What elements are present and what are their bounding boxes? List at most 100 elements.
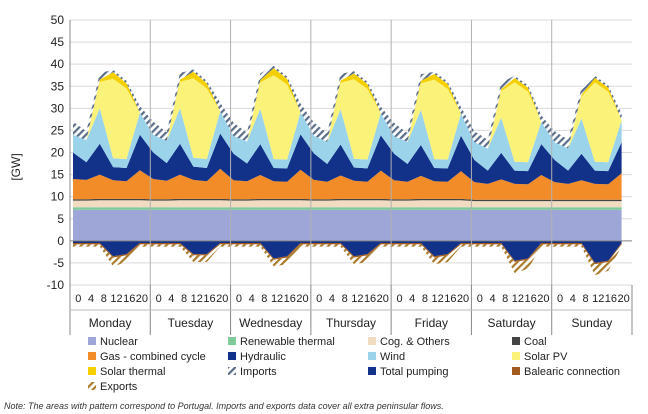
x-day-label: Thursday (326, 316, 376, 330)
legend-label-coal: Coal (524, 336, 547, 348)
area-renewable-thermal (73, 207, 622, 210)
x-hour-tick-label: 20 (537, 293, 549, 305)
stacked-areas (73, 65, 622, 276)
x-hour-tick-label: 12 (432, 293, 444, 305)
y-tick-label: 35 (51, 79, 65, 93)
x-hour-tick-label: 8 (582, 293, 588, 305)
area-solar-pv (73, 75, 622, 163)
legend-label-exports: Exports (100, 381, 138, 393)
legend-label-solar-thermal: Solar thermal (100, 366, 165, 378)
legend-label-nuclear: Nuclear (100, 336, 138, 348)
area-exports (73, 244, 622, 276)
area-gas-combined-cycle (73, 168, 622, 200)
x-hour-tick-label: 12 (351, 293, 363, 305)
x-hour-tick-label: 0 (75, 293, 81, 305)
y-tick-label: 20 (51, 146, 65, 160)
x-hour-tick-label: 4 (88, 293, 94, 305)
y-tick-label: -5 (53, 256, 64, 270)
x-day-label: Friday (415, 316, 448, 330)
x-hour-tick-label: 16 (605, 293, 617, 305)
x-hour-tick-label: 4 (329, 293, 335, 305)
x-hour-tick-label: 8 (101, 293, 107, 305)
x-hour-tick-label: 4 (168, 293, 174, 305)
legend-swatch-gas-combined-cycle (88, 352, 96, 360)
legend-swatch-hydraulic (228, 352, 236, 360)
x-hour-tick-label: 0 (396, 293, 402, 305)
x-hour-tick-label: 20 (377, 293, 389, 305)
y-tick-label: 15 (51, 168, 65, 182)
x-hour-tick-label: 12 (271, 293, 283, 305)
legend-swatch-imports (228, 367, 236, 375)
x-hour-tick-label: 12 (512, 293, 524, 305)
x-hour-tick-label: 20 (457, 293, 469, 305)
x-day-label: Tuesday (168, 316, 214, 330)
legend-label-cog-others: Cog. & Others (380, 336, 450, 348)
x-hour-tick-label: 16 (525, 293, 537, 305)
x-hour-tick-label: 0 (557, 293, 563, 305)
x-day-label: Sunday (572, 316, 613, 330)
x-hour-tick-label: 20 (136, 293, 148, 305)
area-total-pumping (73, 240, 622, 263)
x-hour-tick-label: 12 (592, 293, 604, 305)
legend-label-hydraulic: Hydraulic (240, 351, 286, 363)
area-hydraulic (73, 133, 622, 185)
x-hour-tick-label: 4 (489, 293, 495, 305)
legend-label-renewable-thermal: Renewable thermal (240, 336, 335, 348)
legend-label-solar-pv: Solar PV (524, 351, 568, 363)
x-hour-tick-label: 12 (110, 293, 122, 305)
x-hour-tick-label: 8 (342, 293, 348, 305)
y-tick-label: -10 (47, 278, 65, 292)
x-day-label: Wednesday (239, 316, 302, 330)
x-hour-tick-label: 0 (156, 293, 162, 305)
legend-swatch-coal (512, 337, 520, 345)
legend-swatch-exports (88, 382, 96, 390)
legend-swatch-total-pumping (368, 367, 376, 375)
x-day-label: Saturday (488, 316, 536, 330)
y-tick-label: 5 (57, 212, 64, 226)
legend-swatch-cog-others (368, 337, 376, 345)
x-hour-tick-label: 8 (261, 293, 267, 305)
legend-swatch-renewable-thermal (228, 337, 236, 345)
area-imports (73, 65, 622, 149)
x-hour-tick-label: 4 (249, 293, 255, 305)
y-tick-label: 25 (51, 123, 65, 137)
area-nuclear (73, 209, 622, 241)
footnote: Note: The areas with pattern correspond … (4, 401, 444, 411)
x-day-label: Monday (89, 316, 132, 330)
y-tick-label: 40 (51, 57, 65, 71)
x-hour-tick-label: 0 (477, 293, 483, 305)
x-hour-tick-label: 16 (444, 293, 456, 305)
legend-swatch-wind (368, 352, 376, 360)
legend-label-wind: Wind (380, 351, 405, 363)
legend: Nuclear Renewable thermal Cog. & Others Coa… (88, 336, 620, 393)
x-hour-tick-label: 8 (502, 293, 508, 305)
x-hour-tick-label: 20 (618, 293, 630, 305)
x-hour-tick-label: 4 (570, 293, 576, 305)
y-tick-label: 45 (51, 35, 65, 49)
area-coal (73, 198, 622, 202)
legend-swatch-solar-pv (512, 352, 520, 360)
y-tick-label: 50 (51, 13, 65, 27)
legend-label-imports: Imports (240, 366, 277, 378)
legend-label-balearic-connection: Balearic connection (524, 366, 620, 378)
x-hour-tick-label: 16 (123, 293, 135, 305)
x-hour-tick-label: 20 (216, 293, 228, 305)
legend-swatch-nuclear (88, 337, 96, 345)
x-hour-tick-label: 16 (364, 293, 376, 305)
x-hour-tick-label: 8 (422, 293, 428, 305)
x-hour-tick-label: 0 (316, 293, 322, 305)
y-axis-label: [GW] (9, 153, 23, 180)
y-tick-label: 10 (51, 190, 65, 204)
legend-swatch-balearic-connection (512, 367, 520, 375)
y-tick-label: 30 (51, 101, 65, 115)
x-hour-tick-label: 12 (191, 293, 203, 305)
x-hour-tick-label: 16 (203, 293, 215, 305)
x-hour-tick-label: 4 (409, 293, 415, 305)
x-hour-tick-label: 16 (284, 293, 296, 305)
x-hour-tick-label: 20 (296, 293, 308, 305)
legend-swatch-solar-thermal (88, 367, 96, 375)
y-tick-label: 0 (57, 234, 64, 248)
x-hour-tick-label: 0 (236, 293, 242, 305)
